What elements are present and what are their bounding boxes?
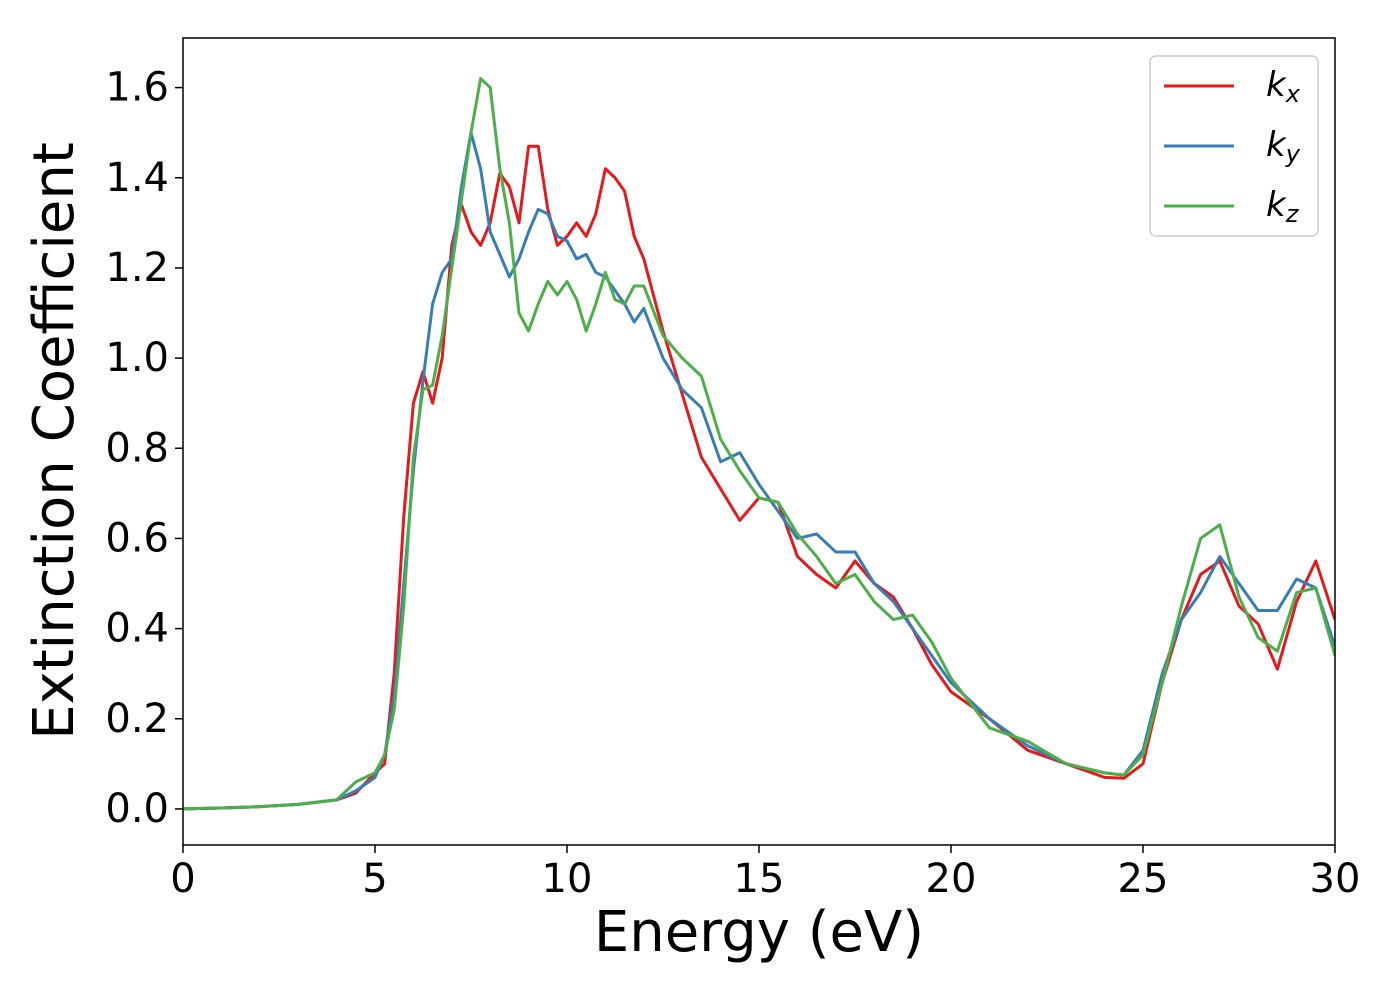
- y-tick-label: 0.0: [105, 786, 169, 832]
- y-tick-label: 1.4: [105, 155, 169, 201]
- y-tick-label: 0.8: [105, 425, 169, 471]
- x-tick-label: 5: [362, 856, 387, 902]
- x-tick-label: 25: [1118, 856, 1169, 902]
- y-tick-label: 0.6: [105, 515, 169, 561]
- x-tick-label: 0: [170, 856, 195, 902]
- axes-frame: [182, 37, 1336, 846]
- x-axis-label: Energy (eV): [594, 900, 924, 965]
- legend-label: kz: [1266, 185, 1300, 229]
- y-tick-label: 1.2: [105, 245, 169, 291]
- legend-label: ky: [1266, 125, 1301, 169]
- legend-label: kx: [1266, 65, 1301, 109]
- x-tick-label: 10: [542, 856, 593, 902]
- x-tick-label: 15: [734, 856, 785, 902]
- x-tick-label: 30: [1310, 856, 1361, 902]
- y-tick-label: 0.2: [105, 696, 169, 742]
- y-tick-label: 0.4: [105, 606, 169, 652]
- x-tick-label: 20: [926, 856, 977, 902]
- y-tick-label: 1.0: [105, 335, 169, 381]
- y-axis-label: Extinction Coefficient: [22, 142, 87, 740]
- y-tick-label: 1.6: [105, 65, 169, 111]
- line: [183, 77, 1335, 811]
